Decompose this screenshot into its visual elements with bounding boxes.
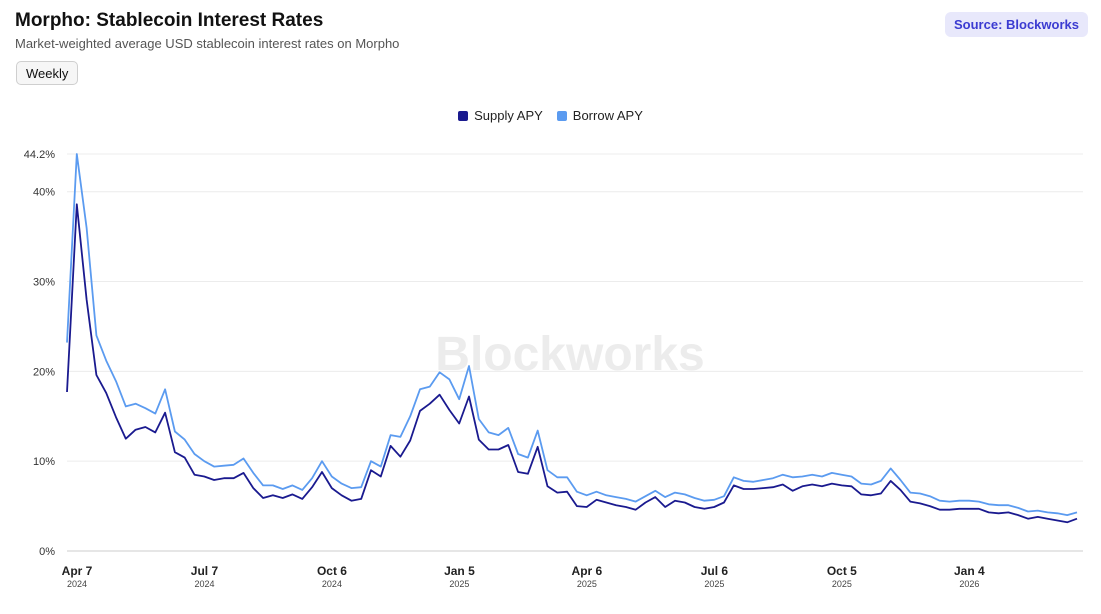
x-tick-label: Jan 5 (444, 564, 475, 578)
legend-swatch-borrow (556, 110, 567, 121)
legend-swatch-supply (458, 110, 469, 121)
x-tick-year-label: 2025 (577, 579, 597, 589)
chart-subtitle: Market-weighted average USD stablecoin i… (15, 36, 400, 51)
y-tick-label: 30% (33, 277, 55, 289)
series-line-supply-apy (66, 203, 1078, 524)
x-tick-label: Oct 6 (317, 564, 347, 578)
watermark-text: Blockworks (435, 328, 704, 381)
interval-weekly-button[interactable]: Weekly (16, 61, 79, 85)
x-tick-year-label: 2026 (959, 579, 979, 589)
x-tick-label: Oct 5 (827, 564, 857, 578)
x-tick-label: Apr 7 (62, 564, 93, 578)
x-tick-label: Jul 6 (701, 564, 729, 578)
x-tick-year-label: 2025 (704, 579, 724, 589)
legend-label-supply: Supply APY (474, 108, 543, 123)
y-tick-label: 0% (39, 546, 55, 558)
legend-item-supply[interactable]: Supply APY (458, 108, 543, 123)
x-tick-year-label: 2024 (322, 579, 342, 589)
x-tick-year-label: 2024 (67, 579, 87, 589)
series-line-borrow-apy (66, 153, 1078, 516)
x-tick-year-label: 2025 (449, 579, 469, 589)
y-tick-label: 20% (33, 366, 55, 378)
y-tick-label: 44.2% (24, 149, 55, 161)
source-badge[interactable]: Source: Blockworks (945, 12, 1088, 37)
x-tick-year-label: 2024 (194, 579, 214, 589)
y-tick-label: 10% (33, 456, 55, 468)
chart-legend: Supply APY Borrow APY (0, 108, 1101, 123)
legend-label-borrow: Borrow APY (572, 108, 643, 123)
chart-title: Morpho: Stablecoin Interest Rates (15, 10, 324, 31)
x-tick-year-label: 2025 (832, 579, 852, 589)
x-tick-label: Jul 7 (191, 564, 219, 578)
x-tick-label: Jan 4 (954, 564, 985, 578)
x-tick-label: Apr 6 (572, 564, 603, 578)
y-tick-label: 40% (33, 187, 55, 199)
legend-item-borrow[interactable]: Borrow APY (556, 108, 643, 123)
